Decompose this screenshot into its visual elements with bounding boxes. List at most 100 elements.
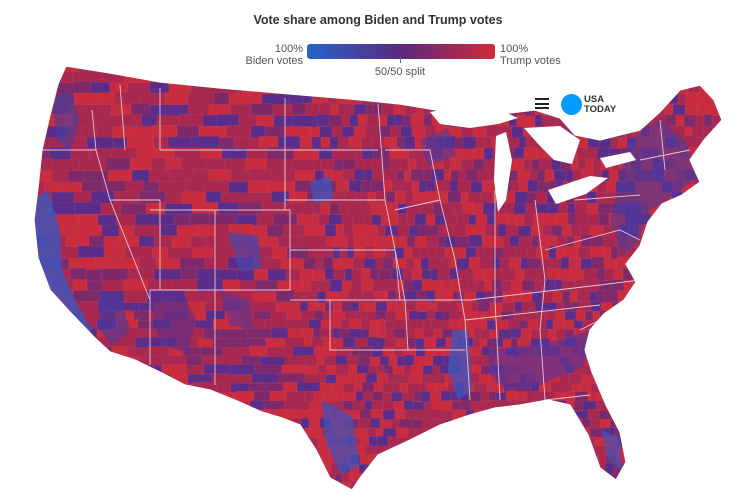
county-cell bbox=[632, 491, 640, 502]
county-cell bbox=[711, 280, 722, 293]
county-cell bbox=[320, 328, 334, 339]
county-cell bbox=[676, 356, 689, 367]
county-cell bbox=[34, 302, 57, 312]
county-cell bbox=[717, 338, 722, 349]
county-cell bbox=[364, 66, 374, 72]
county-cell bbox=[329, 81, 339, 94]
county-cell bbox=[108, 400, 134, 412]
county-cell bbox=[597, 71, 609, 83]
county-cell bbox=[282, 382, 298, 393]
county-cell bbox=[426, 71, 437, 84]
county-cell bbox=[680, 381, 693, 392]
county-cell bbox=[208, 169, 232, 182]
county-cell bbox=[606, 179, 617, 193]
county-cell bbox=[707, 148, 721, 161]
county-cell bbox=[319, 126, 333, 139]
county-cell bbox=[484, 280, 493, 292]
county-cell bbox=[112, 453, 137, 464]
county-cell bbox=[626, 464, 638, 476]
county-cell bbox=[595, 364, 606, 375]
county-cell bbox=[726, 392, 736, 402]
county-cell bbox=[510, 410, 519, 422]
county-cell bbox=[696, 213, 709, 226]
county-cell bbox=[413, 391, 422, 402]
county-cell bbox=[620, 410, 630, 421]
county-cell bbox=[715, 66, 722, 73]
county-cell bbox=[509, 481, 521, 490]
county-cell bbox=[579, 223, 591, 237]
county-cell bbox=[331, 126, 343, 138]
usa-today-logo-icon[interactable] bbox=[561, 94, 582, 115]
county-cell bbox=[700, 419, 714, 431]
county-cell bbox=[175, 445, 199, 457]
county-cell bbox=[420, 258, 430, 270]
county-cell bbox=[353, 104, 367, 116]
county-cell bbox=[370, 179, 385, 194]
county-cell bbox=[407, 428, 416, 440]
county-cell bbox=[563, 319, 575, 331]
county-cell bbox=[212, 70, 231, 84]
county-cell bbox=[388, 213, 399, 225]
county-cell bbox=[119, 382, 140, 393]
county-cell bbox=[645, 446, 658, 457]
county-cell bbox=[482, 247, 494, 260]
county-cell bbox=[646, 374, 656, 385]
county-cell bbox=[458, 92, 470, 105]
county-cell bbox=[710, 355, 721, 367]
county-cell bbox=[222, 454, 240, 465]
county-cell bbox=[382, 93, 391, 106]
county-cell bbox=[709, 383, 722, 394]
county-cell bbox=[468, 473, 477, 485]
county-cell bbox=[509, 235, 520, 247]
county-cell bbox=[391, 463, 406, 475]
county-cell bbox=[530, 427, 541, 438]
county-cell bbox=[505, 391, 517, 401]
county-cell bbox=[328, 114, 343, 128]
hamburger-menu-icon[interactable] bbox=[535, 98, 549, 109]
county-cell bbox=[472, 203, 484, 216]
county-cell bbox=[724, 236, 732, 249]
county-cell bbox=[403, 490, 416, 499]
county-cell bbox=[507, 319, 520, 330]
county-cell bbox=[400, 66, 415, 73]
usa-today-logo-text[interactable]: USA TODAY bbox=[584, 94, 617, 115]
county-cell bbox=[690, 454, 699, 465]
county-cell bbox=[189, 212, 210, 225]
county-cell bbox=[629, 71, 638, 84]
county-cell bbox=[665, 318, 678, 329]
county-cell bbox=[521, 66, 535, 73]
county-cell bbox=[384, 71, 394, 84]
border-minnesota-iowa bbox=[385, 149, 441, 211]
county-cell bbox=[73, 355, 100, 366]
county-cell bbox=[335, 191, 346, 204]
county-cell bbox=[249, 70, 266, 84]
county-cell bbox=[603, 103, 616, 116]
county-cell bbox=[636, 71, 647, 84]
county-cell bbox=[673, 346, 684, 357]
county-cell bbox=[707, 180, 722, 193]
county-cell bbox=[105, 157, 131, 171]
county-cell bbox=[350, 280, 363, 293]
county-cell bbox=[526, 409, 537, 419]
county-cell bbox=[542, 224, 552, 236]
county-cell bbox=[341, 301, 352, 312]
county-cell bbox=[552, 290, 563, 303]
county-cell bbox=[70, 391, 89, 402]
county-cell bbox=[593, 437, 605, 448]
county-cell bbox=[526, 246, 537, 258]
county-cell bbox=[673, 481, 687, 490]
county-cell bbox=[560, 70, 569, 84]
region-pacific-northwest bbox=[52, 92, 80, 150]
county-cell bbox=[726, 455, 735, 466]
county-cell bbox=[450, 169, 460, 182]
county-cell bbox=[495, 81, 504, 95]
county-cell bbox=[418, 179, 428, 193]
border-in-il bbox=[494, 190, 501, 401]
county-cell bbox=[455, 427, 465, 438]
county-cell bbox=[460, 159, 474, 171]
county-cell bbox=[515, 391, 528, 402]
county-cell bbox=[507, 214, 518, 227]
county-cell bbox=[421, 191, 431, 204]
county-cell bbox=[668, 464, 680, 475]
county-cell bbox=[50, 482, 71, 490]
